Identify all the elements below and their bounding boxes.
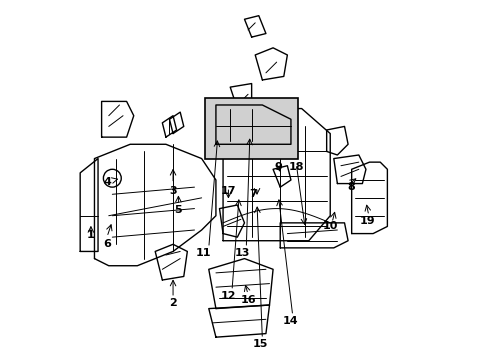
Text: 17: 17 bbox=[220, 186, 236, 196]
Text: 13: 13 bbox=[235, 248, 250, 258]
Text: 16: 16 bbox=[240, 295, 255, 305]
Text: 7: 7 bbox=[249, 189, 257, 199]
Text: 3: 3 bbox=[169, 186, 177, 196]
Text: 14: 14 bbox=[283, 316, 298, 326]
FancyBboxPatch shape bbox=[205, 98, 298, 158]
Text: 15: 15 bbox=[252, 339, 268, 349]
Text: 11: 11 bbox=[195, 248, 211, 258]
Text: 12: 12 bbox=[220, 291, 236, 301]
Text: 19: 19 bbox=[359, 216, 375, 226]
Text: 5: 5 bbox=[174, 205, 182, 215]
Text: 18: 18 bbox=[288, 162, 304, 172]
Text: 1: 1 bbox=[87, 230, 95, 240]
Text: 8: 8 bbox=[347, 182, 355, 192]
Text: 2: 2 bbox=[169, 298, 177, 308]
Text: 10: 10 bbox=[322, 221, 337, 231]
Text: 4: 4 bbox=[103, 177, 111, 187]
Text: 6: 6 bbox=[103, 239, 111, 249]
Text: 9: 9 bbox=[274, 162, 282, 172]
